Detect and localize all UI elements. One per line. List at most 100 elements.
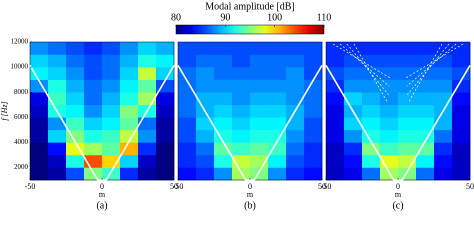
heatmap-cell: [30, 54, 49, 68]
heatmap-cell: [304, 104, 323, 118]
heatmap-cell: [156, 129, 175, 143]
heatmap-cell: [232, 104, 251, 118]
heatmap-cell: [452, 54, 471, 68]
heatmap-cell: [102, 117, 121, 131]
heatmap-cell: [268, 104, 287, 118]
heatmap-cell: [156, 117, 175, 131]
heatmap-cell: [434, 54, 453, 68]
heatmap-cell: [380, 42, 399, 55]
heatmap-cell: [214, 154, 233, 168]
heatmap-cell: [398, 142, 417, 156]
heatmap-cell: [102, 167, 121, 181]
heatmap-cell: [102, 42, 121, 55]
heatmap-cell: [30, 154, 49, 168]
heatmap-cell: [66, 142, 85, 156]
heatmap-cell: [214, 117, 233, 131]
heatmap-cell: [232, 79, 251, 93]
heatmap-cell: [48, 54, 67, 68]
heatmap-cell: [30, 92, 49, 106]
heatmap-cell: [268, 42, 287, 55]
heatmap-cell: [250, 167, 269, 181]
heatmap-cell: [416, 92, 435, 106]
heatmap-cell: [286, 54, 305, 68]
heatmap-cell: [120, 117, 139, 131]
heatmap-cell: [48, 79, 67, 93]
heatmap-cell: [416, 154, 435, 168]
heatmap-cell: [416, 167, 435, 181]
heatmap-cell: [268, 54, 287, 68]
heatmap-cell: [452, 167, 471, 181]
heatmap-cell: [362, 79, 381, 93]
heatmap-cell: [214, 104, 233, 118]
heatmap-cell: [434, 129, 453, 143]
heatmap-cell: [362, 104, 381, 118]
heatmap-cell: [30, 142, 49, 156]
heatmap-cell: [416, 42, 435, 55]
heatmap-cell: [156, 92, 175, 106]
heatmap-cell: [362, 154, 381, 168]
heatmap-cell: [380, 54, 399, 68]
panel-label: (c): [392, 200, 403, 211]
heatmap-cell: [326, 42, 345, 55]
heatmap-cell: [286, 142, 305, 156]
heatmap-cell: [84, 129, 103, 143]
heatmap-cell: [434, 142, 453, 156]
figure: Modal amplitude [dB] 80 90 100 110-50 0 50m(a…: [0, 1, 474, 211]
heatmap-cell: [48, 154, 67, 168]
x-tick-label: 0: [396, 182, 400, 191]
heatmap-cell: [304, 167, 323, 181]
heatmap-cell: [452, 129, 471, 143]
heatmap-cell: [434, 154, 453, 168]
colorbar-title: Modal amplitude [dB]: [205, 1, 294, 12]
heatmap-cell: [196, 154, 215, 168]
panel-label: (b): [244, 200, 256, 211]
heatmap-cell: [326, 142, 345, 156]
heatmap-cell: [416, 117, 435, 131]
heatmap-cell: [66, 154, 85, 168]
x-tick-label: 50: [318, 182, 326, 191]
heatmap-cell: [362, 92, 381, 106]
heatmap-cell: [434, 67, 453, 80]
heatmap-cell: [344, 142, 363, 156]
heatmap-cell: [66, 117, 85, 131]
heatmap-cell: [326, 54, 345, 68]
heatmap-cell: [178, 104, 197, 118]
heatmap-cell: [156, 42, 175, 55]
heatmap-cell: [452, 92, 471, 106]
heatmap-cell: [286, 79, 305, 93]
y-tick-label: 2000: [14, 163, 29, 171]
heatmap-cell: [232, 42, 251, 55]
heatmap-cell: [434, 42, 453, 55]
heatmap-cell: [138, 167, 157, 181]
heatmap-cell: [250, 117, 269, 131]
x-tick-label: -50: [173, 182, 184, 191]
heatmap-cell: [232, 54, 251, 68]
heatmap-cell: [196, 142, 215, 156]
y-tick-label: 4000: [14, 138, 29, 146]
heatmap-cell: [178, 67, 197, 80]
heatmap-cell: [398, 129, 417, 143]
heatmap-cell: [362, 117, 381, 131]
heatmap-cell: [48, 167, 67, 181]
heatmap-cell: [304, 154, 323, 168]
y-tick-label: 6000: [14, 113, 29, 121]
heatmap-cell: [84, 92, 103, 106]
heatmap-cell: [178, 129, 197, 143]
heatmap-cell: [286, 129, 305, 143]
heatmap-cell: [196, 129, 215, 143]
panel-label: (a): [96, 200, 107, 211]
heatmap-cell: [120, 92, 139, 106]
heatmap-cell: [48, 67, 67, 80]
heatmap-cell: [120, 104, 139, 118]
heatmap-cell: [398, 42, 417, 55]
heatmap-cell: [268, 154, 287, 168]
heatmap-cell: [178, 167, 197, 181]
heatmap-cell: [30, 129, 49, 143]
heatmap-cell: [30, 42, 49, 55]
x-axis-label: m: [99, 190, 106, 199]
heatmap-cell: [326, 117, 345, 131]
heatmap-cell: [268, 79, 287, 93]
heatmap-cell: [138, 142, 157, 156]
heatmap-cell: [250, 92, 269, 106]
heatmap-cell: [214, 167, 233, 181]
